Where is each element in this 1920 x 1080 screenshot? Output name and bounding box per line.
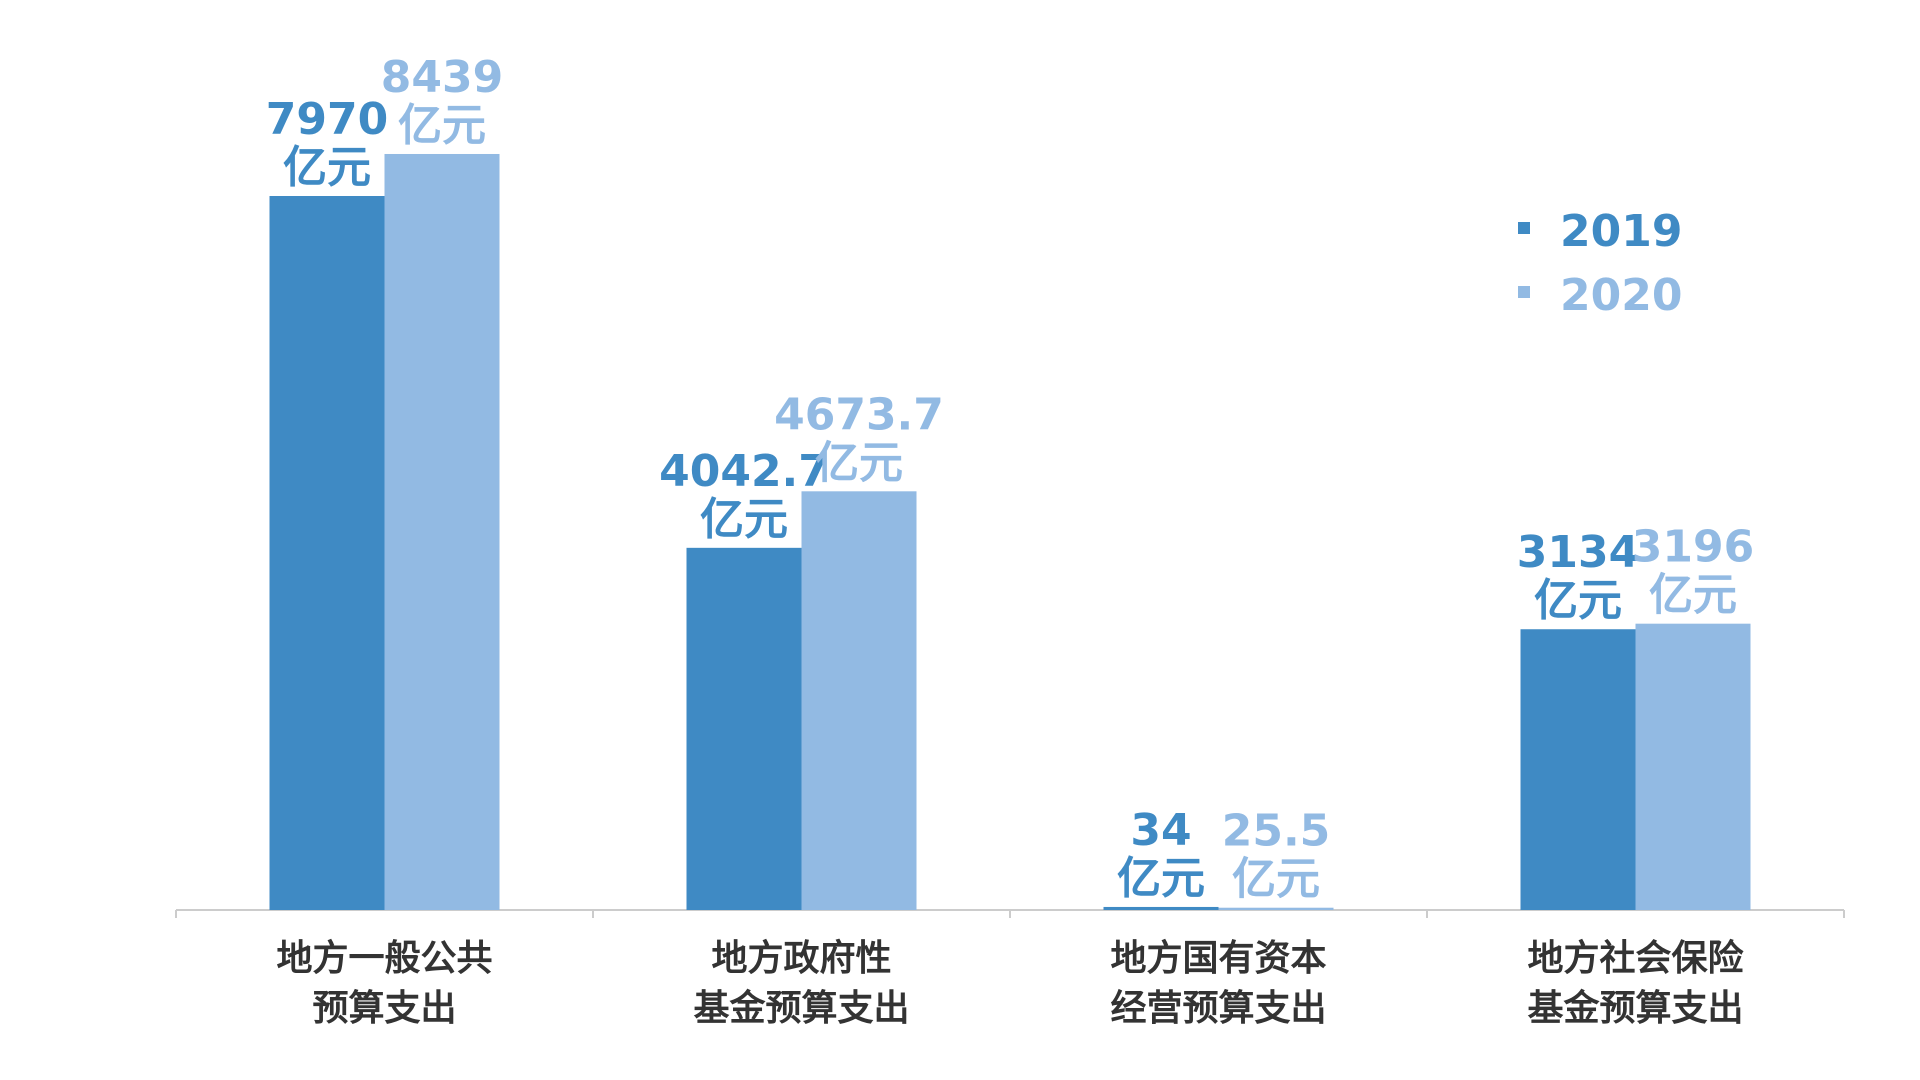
category-label: 地方社会保险 <box>1527 938 1744 979</box>
data-label-unit: 亿元 <box>1534 575 1622 626</box>
data-label-value: 3134 <box>1517 527 1639 578</box>
legend-swatch <box>1518 286 1530 298</box>
category-label: 地方一般公共 <box>276 938 492 979</box>
data-label-value: 25.5 <box>1222 806 1331 857</box>
bar-2020-2 <box>1218 907 1334 910</box>
legend: 2019 2020 <box>1518 206 1682 321</box>
data-label-value: 4673.7 <box>774 389 944 440</box>
category-label: 地方国有资本 <box>1110 938 1326 979</box>
legend-label: 2019 <box>1560 206 1682 257</box>
bar-2019-0 <box>269 196 385 910</box>
legend-label: 2020 <box>1560 270 1682 321</box>
data-label-unit: 亿元 <box>815 437 903 488</box>
data-label-value: 8439 <box>381 52 503 103</box>
data-label-unit: 亿元 <box>1117 853 1205 904</box>
category-label: 预算支出 <box>312 988 456 1029</box>
data-label-unit: 亿元 <box>1232 854 1320 905</box>
bar-2019-1 <box>686 547 802 910</box>
bar-2019-3 <box>1520 629 1636 910</box>
data-label-unit: 亿元 <box>1649 570 1737 621</box>
category-label: 基金预算支出 <box>693 987 909 1029</box>
bar-2020-1 <box>801 491 917 910</box>
bar-2019-2 <box>1103 906 1219 910</box>
legend-swatch <box>1518 222 1530 234</box>
category-label: 地方政府性 <box>711 937 891 979</box>
bar-2020-3 <box>1635 623 1751 910</box>
data-label-unit: 亿元 <box>700 494 788 545</box>
data-label-value: 34 <box>1130 805 1191 856</box>
category-label: 经营预算支出 <box>1110 988 1326 1029</box>
bar-2020-0 <box>384 153 500 910</box>
data-label-value: 3196 <box>1632 522 1754 573</box>
category-label: 基金预算支出 <box>1527 987 1743 1029</box>
data-label-unit: 亿元 <box>283 142 371 193</box>
data-label-unit: 亿元 <box>398 100 486 151</box>
data-label-value: 4042.7 <box>659 446 829 497</box>
data-label-value: 7970 <box>266 94 388 145</box>
